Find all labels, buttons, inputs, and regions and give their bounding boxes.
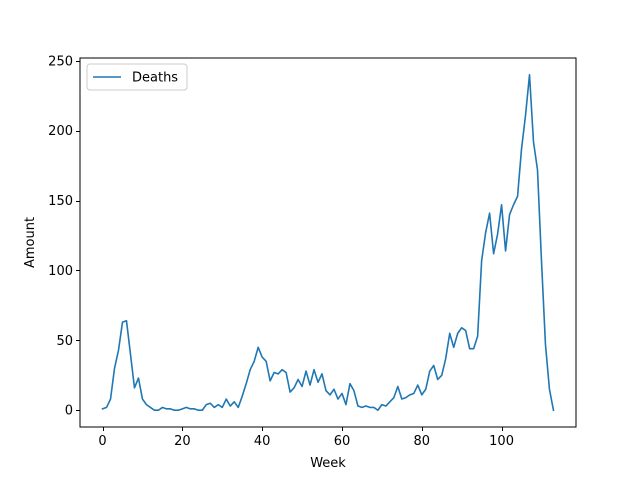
x-tick-label: 20 xyxy=(174,434,191,449)
y-axis-ticks: 0 50 100 150 200 250 xyxy=(48,54,80,419)
y-axis-label: Amount xyxy=(23,217,38,268)
y-tick-label: 50 xyxy=(56,334,73,349)
legend: Deaths xyxy=(86,63,188,91)
y-tick-label: 250 xyxy=(48,54,73,69)
x-axis-label: Week xyxy=(310,456,346,471)
y-tick-label: 200 xyxy=(48,124,73,139)
plot-area-frame xyxy=(79,57,577,428)
y-tick-label: 150 xyxy=(48,194,73,209)
x-tick-label: 60 xyxy=(334,434,351,449)
x-tick-label: 40 xyxy=(254,434,271,449)
x-tick-label: 100 xyxy=(489,434,514,449)
x-axis-ticks: 0 20 40 60 80 100 xyxy=(98,427,514,449)
series-layer xyxy=(101,73,555,412)
x-tick-label: 0 xyxy=(98,434,106,449)
legend-box xyxy=(86,63,188,91)
series-line-deaths xyxy=(101,73,555,412)
y-tick-label: 0 xyxy=(65,404,73,419)
x-tick-label: 80 xyxy=(413,434,430,449)
y-tick-label: 100 xyxy=(48,264,73,279)
legend-label-deaths: Deaths xyxy=(132,71,178,86)
